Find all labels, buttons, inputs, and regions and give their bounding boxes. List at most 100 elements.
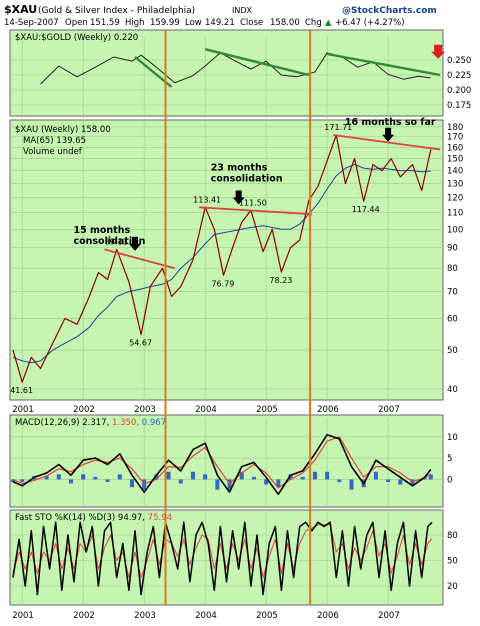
stochastic-year-tick-label: 2003 [134, 611, 156, 621]
annotation-text: 15 months [73, 225, 130, 236]
price-line [12, 134, 432, 383]
date: 14-Sep-2007 [4, 18, 59, 28]
down-arrow-icon [232, 190, 245, 205]
price-label: 89.11 [105, 237, 128, 246]
brand: @StockCharts.com [342, 6, 437, 16]
macd-histogram-bar [105, 479, 110, 482]
price-tick-label: 150 [447, 155, 463, 165]
ratio-legend: $XAU:$GOLD (Weekly) 0.220 [15, 33, 138, 43]
price-label: 111.50 [239, 198, 267, 207]
stochastic-tick-label: 50 [447, 557, 458, 567]
stochastic-tick-label: 80 [447, 531, 458, 541]
ratio-tick-label: 0.225 [447, 71, 471, 81]
macd-histogram-bar [93, 476, 98, 480]
macd-histogram-bar [251, 476, 256, 480]
macd-tick-label: 5 [447, 454, 452, 464]
low-value: 149.21 [205, 18, 235, 28]
price-label: 41.61 [10, 386, 33, 395]
high-label: High [125, 18, 145, 28]
price-tick-label: 80 [447, 264, 458, 274]
price-tick-label: 180 [447, 123, 463, 133]
price-label: 78.23 [269, 276, 292, 285]
price-panel [9, 119, 444, 401]
annotation-text: consolidation [73, 236, 145, 247]
macd-histogram-bar [422, 478, 427, 480]
price-legend: $XAU (Weekly) 158.00 [15, 125, 111, 135]
resistance-line [199, 206, 312, 216]
macd-histogram-bar [239, 471, 244, 480]
volume-legend: Volume undef [23, 147, 83, 157]
price-tick-label: 140 [447, 167, 463, 177]
annotation-text: 16 months so far [345, 117, 436, 128]
price-tick-label: 170 [447, 133, 463, 143]
down-arrow-icon [382, 127, 395, 142]
macd-signal-line [12, 436, 432, 489]
macd-histogram-bar [264, 479, 269, 485]
macd-histogram-bar [227, 479, 232, 490]
macd-histogram-bar [44, 475, 49, 480]
price-tick-label: 90 [447, 244, 458, 254]
price-label: 171.71 [324, 123, 352, 132]
macd-histogram-bar [129, 479, 134, 488]
ratio-tick-label: 0.200 [447, 86, 471, 96]
price-label: 117.44 [352, 205, 380, 214]
price-tick-label: 120 [447, 193, 463, 203]
resistance-line [104, 248, 175, 270]
price-year-tick-label: 2005 [256, 405, 278, 415]
macd-histogram-bar [325, 471, 330, 480]
macd-histogram-bar [81, 474, 86, 480]
macd-line [12, 433, 432, 496]
macd-histogram-bar [215, 479, 220, 490]
macd-tick-label: 10 [447, 433, 458, 443]
ratio-tick-label: 0.175 [447, 101, 471, 111]
resistance-line [333, 134, 441, 151]
chg-label: Chg [305, 18, 322, 28]
index-name: (Gold & Silver Index - Philadelphia) [38, 6, 195, 16]
price-label: 54.67 [129, 339, 152, 348]
annotation-text: 23 months [211, 163, 268, 174]
stochastic-year-tick-label: 2001 [12, 611, 34, 621]
chg-arrow: ▲ [325, 18, 332, 28]
macd-histogram-bar [166, 471, 171, 480]
exchange: INDX [232, 6, 253, 15]
series-layer [11, 48, 441, 596]
macd-histogram-bar [398, 479, 403, 485]
price-tick-label: 160 [447, 143, 463, 153]
price-label: 76.79 [211, 279, 234, 288]
price-year-tick-label: 2003 [134, 405, 156, 415]
annotation-text: consolidation [211, 174, 283, 185]
low-label: Low [185, 18, 202, 28]
ratio-trendline [204, 48, 310, 77]
ratio-tick-label: 0.250 [447, 56, 471, 66]
price-tick-label: 40 [447, 385, 458, 395]
macd-histogram-bar [20, 479, 25, 482]
price-tick-label: 110 [447, 209, 463, 219]
macd-legend: MACD(12,26,9) 2.317, 1.350, 0.967 [15, 418, 166, 428]
price-year-tick-label: 2007 [378, 405, 400, 415]
price-year-tick-label: 2001 [12, 405, 34, 415]
macd-histogram-bar [190, 471, 195, 480]
price-year-tick-label: 2002 [73, 405, 95, 415]
macd-histogram-bar [337, 479, 342, 482]
macd-histogram-bar [154, 474, 159, 480]
down-arrow-icon [129, 236, 142, 251]
symbol: $XAU [4, 3, 37, 16]
stochastic-year-tick-label: 2006 [317, 611, 339, 621]
macd-tick-label: 0 [447, 475, 452, 485]
chg-value: +6.47 (+4.27%) [335, 18, 405, 28]
ratio-panel [9, 29, 444, 117]
ma-line [12, 164, 431, 364]
macd-histogram-bar [11, 479, 16, 482]
macd-histogram-bar [349, 479, 354, 490]
stochastic-tick-label: 20 [447, 582, 458, 592]
high-value: 159.99 [150, 18, 180, 28]
macd-histogram-bar [68, 479, 73, 484]
ma-legend: MA(65) 139.65 [23, 136, 86, 146]
stochastic-k-line [12, 521, 433, 596]
stochastic-year-tick-label: 2004 [195, 611, 217, 621]
macd-histogram-bar [312, 471, 317, 480]
close-label: Close [240, 18, 263, 28]
macd-histogram-bar [203, 474, 208, 480]
